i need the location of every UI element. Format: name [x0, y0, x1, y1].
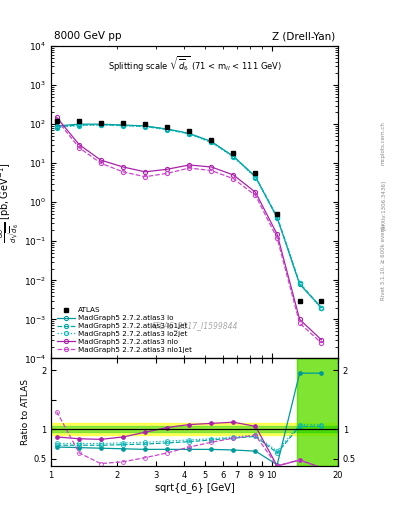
MadGraph5 2.7.2.atlas3 lo: [209, 138, 214, 144]
MadGraph5 2.7.2.atlas3 lo2jet: [231, 154, 236, 160]
MadGraph5 2.7.2.atlas3 lo: [121, 122, 125, 128]
Line: MadGraph5 2.7.2.atlas3 lo: MadGraph5 2.7.2.atlas3 lo: [55, 122, 323, 310]
Bar: [51, 423, 338, 435]
MadGraph5 2.7.2.atlas3 nlo1jet: [121, 169, 125, 175]
MadGraph5 2.7.2.atlas3 lo1jet: [231, 153, 236, 159]
MadGraph5 2.7.2.atlas3 nlo: [54, 114, 59, 120]
MadGraph5 2.7.2.atlas3 lo2jet: [54, 124, 59, 131]
MadGraph5 2.7.2.atlas3 lo2jet: [253, 175, 258, 181]
Y-axis label: $\frac{d\sigma}{d\sqrt{\overline{d}_{6}}}\ [\mathrm{pb,GeV}^{-1}]$: $\frac{d\sigma}{d\sqrt{\overline{d}_{6}}…: [0, 162, 21, 243]
MadGraph5 2.7.2.atlas3 lo1jet: [77, 122, 81, 128]
MadGraph5 2.7.2.atlas3 nlo1jet: [231, 176, 236, 182]
MadGraph5 2.7.2.atlas3 lo1jet: [253, 174, 258, 180]
Bar: [297, 358, 338, 466]
ATLAS: [77, 118, 81, 124]
MadGraph5 2.7.2.atlas3 nlo: [253, 189, 258, 196]
MadGraph5 2.7.2.atlas3 lo2jet: [319, 305, 324, 311]
MadGraph5 2.7.2.atlas3 lo2jet: [77, 122, 81, 129]
ATLAS: [143, 121, 147, 127]
Line: MadGraph5 2.7.2.atlas3 lo1jet: MadGraph5 2.7.2.atlas3 lo1jet: [55, 122, 323, 310]
MadGraph5 2.7.2.atlas3 lo2jet: [143, 123, 147, 130]
MadGraph5 2.7.2.atlas3 lo2jet: [165, 126, 169, 133]
MadGraph5 2.7.2.atlas3 nlo1jet: [253, 193, 258, 199]
MadGraph5 2.7.2.atlas3 lo2jet: [121, 123, 125, 129]
MadGraph5 2.7.2.atlas3 lo: [54, 123, 59, 129]
ATLAS: [253, 170, 258, 177]
ATLAS: [231, 150, 236, 156]
MadGraph5 2.7.2.atlas3 lo: [77, 121, 81, 127]
ATLAS: [54, 118, 59, 124]
MadGraph5 2.7.2.atlas3 lo1jet: [165, 126, 169, 132]
MadGraph5 2.7.2.atlas3 lo1jet: [187, 131, 191, 137]
ATLAS: [165, 124, 169, 130]
MadGraph5 2.7.2.atlas3 nlo1jet: [275, 235, 279, 241]
ATLAS: [187, 129, 191, 135]
MadGraph5 2.7.2.atlas3 lo1jet: [98, 122, 103, 128]
MadGraph5 2.7.2.atlas3 nlo: [209, 164, 214, 170]
MadGraph5 2.7.2.atlas3 nlo1jet: [209, 167, 214, 174]
Line: MadGraph5 2.7.2.atlas3 nlo1jet: MadGraph5 2.7.2.atlas3 nlo1jet: [55, 118, 323, 345]
ATLAS: [98, 119, 103, 125]
Text: ATLAS_2017_I1599844: ATLAS_2017_I1599844: [151, 322, 238, 330]
MadGraph5 2.7.2.atlas3 nlo: [319, 337, 324, 343]
Line: MadGraph5 2.7.2.atlas3 lo2jet: MadGraph5 2.7.2.atlas3 lo2jet: [55, 123, 323, 311]
X-axis label: sqrt{d_6} [GeV]: sqrt{d_6} [GeV]: [155, 482, 234, 494]
MadGraph5 2.7.2.atlas3 lo: [143, 123, 147, 129]
Text: 8000 GeV pp: 8000 GeV pp: [54, 31, 121, 41]
MadGraph5 2.7.2.atlas3 lo2jet: [275, 215, 279, 221]
MadGraph5 2.7.2.atlas3 lo: [253, 174, 258, 180]
MadGraph5 2.7.2.atlas3 nlo1jet: [77, 144, 81, 151]
Y-axis label: Ratio to ATLAS: Ratio to ATLAS: [21, 379, 30, 445]
Text: [arXiv:1306.3436]: [arXiv:1306.3436]: [381, 180, 386, 230]
MadGraph5 2.7.2.atlas3 nlo: [98, 157, 103, 163]
MadGraph5 2.7.2.atlas3 nlo1jet: [187, 165, 191, 171]
MadGraph5 2.7.2.atlas3 nlo: [187, 162, 191, 168]
Text: mcplots.cern.ch: mcplots.cern.ch: [381, 121, 386, 165]
MadGraph5 2.7.2.atlas3 nlo: [143, 169, 147, 175]
MadGraph5 2.7.2.atlas3 lo: [297, 281, 302, 287]
MadGraph5 2.7.2.atlas3 lo1jet: [297, 280, 302, 286]
Legend: ATLAS, MadGraph5 2.7.2.atlas3 lo, MadGraph5 2.7.2.atlas3 lo1jet, MadGraph5 2.7.2: ATLAS, MadGraph5 2.7.2.atlas3 lo, MadGra…: [55, 305, 194, 355]
ATLAS: [275, 211, 279, 217]
MadGraph5 2.7.2.atlas3 lo1jet: [275, 214, 279, 220]
MadGraph5 2.7.2.atlas3 nlo1jet: [165, 170, 169, 177]
MadGraph5 2.7.2.atlas3 lo2jet: [209, 139, 214, 145]
MadGraph5 2.7.2.atlas3 nlo: [275, 231, 279, 238]
ATLAS: [319, 297, 324, 304]
MadGraph5 2.7.2.atlas3 lo: [165, 126, 169, 132]
Text: Z (Drell-Yan): Z (Drell-Yan): [272, 31, 335, 41]
MadGraph5 2.7.2.atlas3 nlo1jet: [143, 174, 147, 180]
MadGraph5 2.7.2.atlas3 lo2jet: [98, 122, 103, 128]
MadGraph5 2.7.2.atlas3 lo: [231, 153, 236, 159]
MadGraph5 2.7.2.atlas3 nlo: [231, 172, 236, 178]
MadGraph5 2.7.2.atlas3 lo: [187, 131, 191, 137]
MadGraph5 2.7.2.atlas3 lo: [319, 305, 324, 311]
Bar: [297, 358, 338, 466]
MadGraph5 2.7.2.atlas3 nlo1jet: [98, 160, 103, 166]
ATLAS: [297, 297, 302, 304]
MadGraph5 2.7.2.atlas3 nlo: [77, 141, 81, 147]
Text: Rivet 3.1.10, ≥ 600k events: Rivet 3.1.10, ≥ 600k events: [381, 223, 386, 300]
MadGraph5 2.7.2.atlas3 lo1jet: [54, 124, 59, 130]
MadGraph5 2.7.2.atlas3 nlo1jet: [297, 320, 302, 326]
ATLAS: [209, 137, 214, 143]
MadGraph5 2.7.2.atlas3 lo2jet: [187, 131, 191, 137]
MadGraph5 2.7.2.atlas3 lo1jet: [143, 123, 147, 130]
Text: Splitting scale $\sqrt{\overline{d}_{6}}$ (71 < m$_{ll}$ < 111 GeV): Splitting scale $\sqrt{\overline{d}_{6}}…: [108, 54, 281, 73]
MadGraph5 2.7.2.atlas3 lo2jet: [297, 281, 302, 287]
MadGraph5 2.7.2.atlas3 nlo1jet: [54, 117, 59, 123]
MadGraph5 2.7.2.atlas3 nlo: [165, 166, 169, 173]
Bar: [51, 426, 338, 432]
MadGraph5 2.7.2.atlas3 lo: [98, 121, 103, 127]
MadGraph5 2.7.2.atlas3 nlo: [297, 316, 302, 323]
MadGraph5 2.7.2.atlas3 lo1jet: [121, 122, 125, 129]
MadGraph5 2.7.2.atlas3 lo1jet: [209, 139, 214, 145]
MadGraph5 2.7.2.atlas3 lo1jet: [319, 305, 324, 311]
ATLAS: [121, 120, 125, 126]
Line: MadGraph5 2.7.2.atlas3 nlo: MadGraph5 2.7.2.atlas3 nlo: [55, 115, 323, 342]
MadGraph5 2.7.2.atlas3 nlo1jet: [319, 340, 324, 346]
MadGraph5 2.7.2.atlas3 lo: [275, 215, 279, 221]
MadGraph5 2.7.2.atlas3 nlo: [121, 164, 125, 170]
Line: ATLAS: ATLAS: [54, 119, 324, 303]
